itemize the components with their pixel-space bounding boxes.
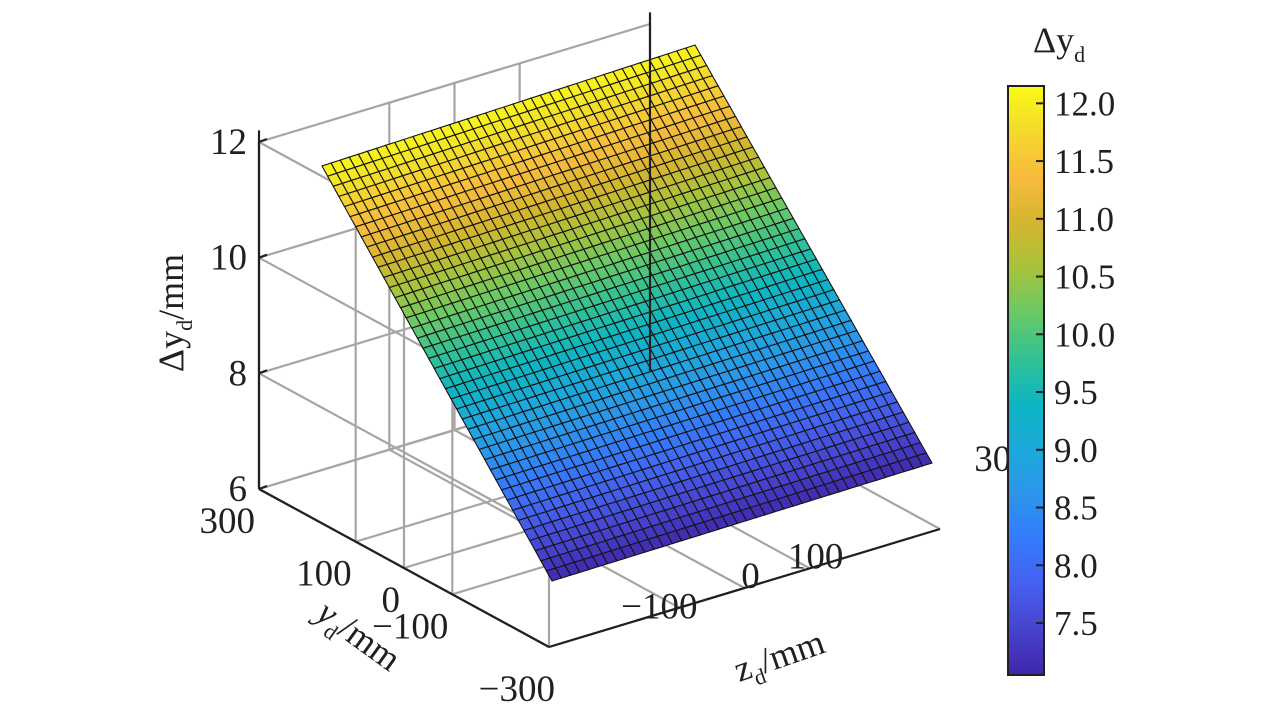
colorbar-tick-label: 9.5: [1054, 373, 1098, 412]
colorbar-tick-label: 8.5: [1054, 489, 1098, 528]
z-tick-label: 6: [229, 469, 248, 510]
surface-mesh: [321, 44, 933, 582]
colorbar-gradient: [1007, 85, 1045, 676]
z-tick-mark: [258, 253, 268, 259]
y-axis-line: [258, 488, 550, 648]
x-axis-label: zd/mm: [729, 622, 832, 696]
colorbar-label: Δyd: [1033, 20, 1085, 67]
y-tick-label: 300: [200, 501, 256, 542]
z-tick-mark: [258, 369, 268, 375]
y-tick-label: −300: [479, 669, 555, 707]
x-axis-line: [548, 527, 941, 649]
colorbar-tick-label: 10.5: [1054, 258, 1115, 297]
x-tick-label: 0: [741, 556, 760, 597]
y-tick-label: −100: [372, 606, 448, 647]
x-tick-label: 100: [788, 536, 844, 577]
colorbar-tick-label: 8.0: [1054, 546, 1098, 585]
surface-cell: [685, 44, 702, 59]
z-tick-label: 8: [229, 353, 248, 394]
y-tick-label: 100: [296, 554, 352, 595]
colorbar-tick-label: 7.5: [1054, 604, 1098, 643]
colorbar-tick-label: 11.0: [1054, 200, 1114, 239]
x-tick-label: −100: [621, 587, 697, 628]
z-axis-label: Δyd/mm: [151, 254, 197, 372]
colorbar-tick-label: 12.0: [1054, 84, 1115, 123]
colorbar-tick-label: 9.0: [1054, 431, 1098, 470]
z-tick-mark: [258, 484, 268, 491]
colorbar: Δyd 12.0 11.5 11.0 10.5 10.0 9.5 9.0 8.5 8.0 7.5: [1007, 20, 1115, 676]
z-tick-label: 10: [210, 238, 247, 279]
z-tick-mark: [258, 137, 268, 144]
axes-lines: [257, 12, 941, 649]
colorbar-tick-label: 10.0: [1054, 315, 1115, 354]
y-tick-label: 0: [382, 580, 401, 621]
z-tick-label: 12: [210, 122, 247, 163]
colorbar-tick-label: 11.5: [1054, 142, 1114, 181]
